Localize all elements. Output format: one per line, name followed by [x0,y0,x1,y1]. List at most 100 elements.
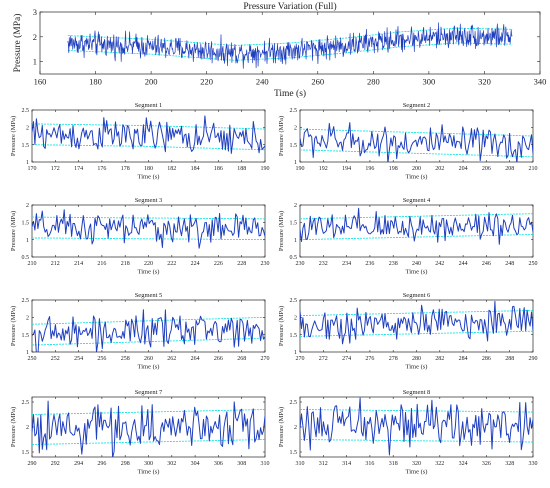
y-axis-label: Pressure (MPa) [278,407,285,447]
x-tick-label: 256 [97,356,106,362]
x-tick-label: 264 [191,356,200,362]
x-tick-label: 282 [435,356,444,362]
x-tick-label: 220 [200,77,213,87]
x-tick-label: 340 [534,77,547,87]
chart-title: Segment 3 [135,197,163,204]
pressure-series-line [300,300,533,345]
chart-title: Segment 7 [135,389,163,396]
x-axis-label: Time (s) [138,364,160,371]
y-tick-label: 1 [26,238,29,244]
x-tick-label: 278 [389,356,398,362]
y-tick-label: 1.5 [290,143,298,149]
y-tick-label: 1.5 [22,143,30,149]
x-tick-label: 170 [28,166,37,172]
x-tick-label: 206 [482,166,491,172]
x-tick-label: 320 [478,77,491,87]
x-tick-label: 174 [74,166,83,172]
x-tick-label: 200 [145,77,158,87]
chart-title: Segment 1 [135,102,163,109]
x-tick-label: 218 [121,261,130,267]
x-tick-label: 188 [237,166,246,172]
x-tick-label: 192 [319,166,328,172]
x-tick-label: 316 [365,461,374,467]
y-tick-label: 2.5 [290,108,298,114]
x-tick-label: 286 [482,356,491,362]
y-tick-label: 2.5 [290,298,298,304]
x-tick-label: 230 [296,261,305,267]
x-tick-label: 232 [319,261,328,267]
chart-title: Segment 8 [403,389,431,396]
x-tick-label: 222 [167,261,176,267]
x-axis-label: Time (s) [406,364,428,371]
pressure-series-line [300,207,533,245]
x-tick-label: 242 [435,261,444,267]
y-tick-label: 2 [26,203,29,209]
x-axis-label: Time (s) [138,269,160,276]
y-tick-label: 2 [294,315,297,321]
x-tick-label: 314 [342,461,351,467]
x-tick-label: 248 [505,261,514,267]
chart-title: Pressure Variation (Full) [243,1,336,12]
x-tick-label: 310 [261,461,270,467]
x-tick-label: 288 [505,356,514,362]
x-tick-label: 300 [144,461,153,467]
x-tick-label: 304 [191,461,200,467]
y-tick-label: 3 [33,7,37,17]
x-axis-label: Time (s) [138,469,160,476]
segment-chart-1: 170 172 174 176 178 180 182 184 186 188 190 1 1.5 2 2.… [10,102,270,181]
x-tick-label: 212 [51,261,60,267]
chart-title: Segment 4 [403,197,431,204]
segment-chart-5: 250 252 254 256 258 260 262 264 266 268 270 1 1.5 2 2.… [10,292,270,371]
y-tick-label: 2.5 [22,108,30,114]
x-tick-label: 186 [214,166,223,172]
x-tick-label: 180 [144,166,153,172]
y-tick-label: 1 [294,238,297,244]
x-tick-label: 184 [191,166,200,172]
x-tick-label: 210 [529,166,538,172]
pressure-series-line [32,309,265,352]
x-tick-label: 290 [28,461,37,467]
x-tick-label: 318 [389,461,398,467]
x-tick-label: 180 [89,77,102,87]
x-tick-label: 196 [365,166,374,172]
y-axis-label: Pressure (MPa) [10,211,17,251]
x-tick-label: 266 [214,356,223,362]
plot-area [299,299,534,353]
pressure-series-line [67,22,513,69]
y-tick-label: 0.5 [290,255,298,261]
x-tick-label: 240 [412,261,421,267]
y-tick-label: 1 [26,350,29,356]
x-tick-label: 204 [459,166,468,172]
x-tick-label: 240 [256,77,269,87]
x-tick-label: 244 [459,261,468,267]
y-tick-label: 2 [26,315,29,321]
x-tick-label: 290 [529,356,538,362]
y-tick-label: 2 [294,125,297,131]
x-tick-label: 322 [435,461,444,467]
x-tick-label: 260 [311,77,324,87]
x-tick-label: 298 [121,461,130,467]
segment-chart-3: 210 212 214 216 218 220 222 224 226 228 230 0.5 1 1.5… [10,197,270,276]
x-tick-label: 312 [319,461,328,467]
y-axis-label: Pressure (MPa) [10,407,17,447]
x-tick-label: 252 [51,356,60,362]
x-tick-label: 220 [144,261,153,267]
x-tick-label: 270 [261,356,270,362]
x-tick-label: 284 [459,356,468,362]
x-tick-label: 272 [319,356,328,362]
y-tick-label: 2 [26,125,29,131]
full-pressure-chart: 160 180 200 220 240 260 280 300 320 340 1 2 3 Pressur… [12,1,546,99]
x-tick-label: 326 [482,461,491,467]
x-tick-label: 208 [505,166,514,172]
x-tick-label: 216 [97,261,106,267]
x-axis-label: Time (s) [406,269,428,276]
x-tick-label: 182 [167,166,176,172]
segment-chart-2: 190 192 194 196 198 200 202 204 206 208 210 1 1.5 2 2.… [278,102,538,181]
pressure-series-line [32,400,265,457]
y-axis-label: Pressure (MPa) [12,14,23,73]
segment-chart-6: 270 272 274 276 278 280 282 284 286 288 290 1 1.5 2 2.… [278,292,538,371]
y-tick-label: 1.5 [290,220,298,226]
y-tick-label: 1.5 [290,450,298,456]
